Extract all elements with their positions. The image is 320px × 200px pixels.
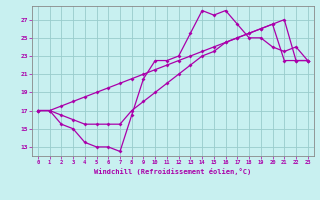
X-axis label: Windchill (Refroidissement éolien,°C): Windchill (Refroidissement éolien,°C) <box>94 168 252 175</box>
